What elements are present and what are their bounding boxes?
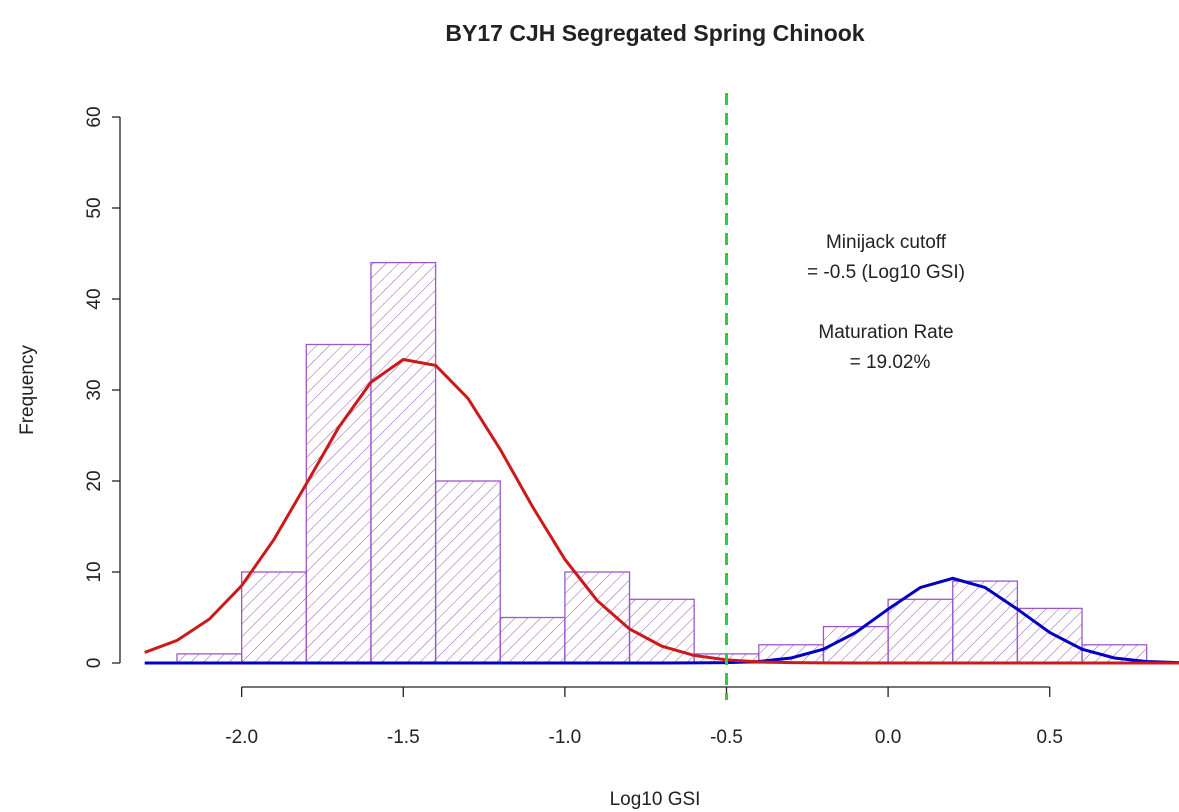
x-tick-label: -2.0: [225, 727, 258, 748]
y-tick-label: 40: [84, 288, 105, 309]
annotation: Minijack cutoff: [826, 232, 947, 253]
bar: [952, 580, 1019, 664]
x-tick-label: -1.0: [549, 727, 582, 748]
x-tick-label: 0.5: [1037, 727, 1063, 748]
annotation: = -0.5 (Log10 GSI): [807, 262, 965, 283]
bar: [241, 571, 307, 664]
x-tick-label: -0.5: [710, 727, 743, 748]
y-tick-label: 0: [84, 658, 105, 669]
y-tick-label: 30: [84, 379, 105, 400]
chart-title: BY17 CJH Segregated Spring Chinook: [445, 20, 864, 46]
bar: [499, 616, 566, 664]
x-tick-label: 0.0: [875, 727, 901, 748]
bar: [305, 343, 372, 664]
density-curve: [144, 576, 1179, 665]
y-tick-label: 10: [84, 561, 105, 582]
bar: [370, 261, 437, 664]
density-curve: [144, 357, 1179, 665]
x-tick-label: -1.5: [387, 727, 420, 748]
bar: [564, 571, 631, 664]
bar: [887, 598, 954, 664]
y-tick-label: 50: [84, 197, 105, 218]
y-tick-label: 60: [84, 106, 105, 127]
bar: [434, 480, 501, 664]
x-axis-title: Log10 GSI: [610, 789, 701, 810]
y-tick-label: 20: [84, 470, 105, 491]
y-axis-title: Frequency: [17, 345, 38, 435]
annotation: = 19.02%: [850, 352, 931, 373]
annotation: Maturation Rate: [818, 322, 953, 343]
